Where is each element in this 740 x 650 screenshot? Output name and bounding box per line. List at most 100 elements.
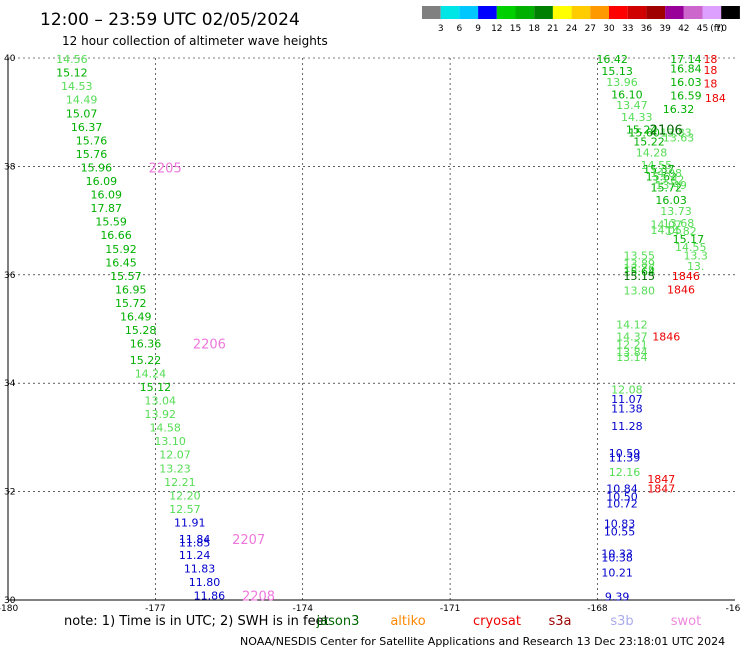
wave-height-label: 12.21 [616, 339, 648, 352]
wave-height-label: 16.37 [71, 121, 103, 134]
wave-height-label: 13.23 [159, 462, 191, 475]
wave-height-label: 10.55 [604, 526, 636, 539]
wave-height-label: 13.3 [683, 249, 708, 262]
wave-height-label: 16.42 [596, 53, 628, 66]
wave-height-label: 15.96 [81, 161, 113, 174]
wave-height-label: 11.83 [184, 563, 216, 576]
wave-height-label: 14.12 [616, 319, 648, 332]
wave-height-label: 12.07 [159, 449, 191, 462]
wave-height-label: 1846 [667, 283, 695, 296]
satellite-label: cryosat [473, 614, 521, 629]
chart-title: 12:00 – 23:59 UTC 02/05/2024 [40, 10, 300, 30]
wave-height-label: 10.84 [606, 482, 638, 495]
wave-height-label: 11.24 [179, 549, 211, 562]
wave-height-label: 12.08 [611, 384, 643, 397]
wave-height-label: 13. [687, 260, 705, 273]
wave-height-label: 16.09 [90, 189, 122, 202]
legend-swatch [440, 6, 460, 19]
wave-height-label: 16.32 [663, 103, 695, 116]
wave-height-label: 15.60 [628, 126, 660, 139]
legend-label: 15 [510, 24, 521, 34]
wave-height-label: 16.36 [130, 338, 162, 351]
legend-label: 42 [678, 24, 689, 34]
wave-height-label: 13.84 [616, 346, 648, 359]
footer-credit: NOAA/NESDIS Center for Satellite Applica… [240, 635, 725, 648]
wave-height-label: 16.95 [115, 283, 147, 296]
wave-height-label: 11.07 [611, 393, 643, 406]
wave-height-label: 13.63 [663, 132, 695, 145]
legend-label: 12 [491, 24, 502, 34]
wave-height-label: 14.05 [650, 224, 682, 237]
wave-height-label: 15.17 [673, 233, 705, 246]
legend-label: 6 [457, 24, 463, 34]
wave-height-label: 12.20 [169, 489, 201, 502]
pass-time-labels: 2205 2206 2207 2208 2106 [149, 124, 683, 605]
legend-label: 30 [603, 24, 615, 34]
satellite-label: altiko [390, 614, 425, 629]
pass-time-label: 2206 [193, 338, 226, 353]
wave-height-label: 14.37 [616, 331, 648, 344]
wave-height-label: 10.33 [601, 547, 633, 560]
wave-height-label: 13.76 [623, 262, 655, 275]
axis-ticks: -180 -177 -174 -171 -168 -16 40 38 36 34 32 30 [0, 54, 740, 614]
legend-label: 3 [438, 24, 444, 34]
wave-height-label: 18 [703, 53, 717, 66]
wave-height-label: 11.80 [189, 576, 221, 589]
pass-time-label: 2205 [149, 161, 182, 176]
wave-height-label: 13.49 [655, 179, 687, 192]
wave-height-label: 1847 [647, 482, 675, 495]
x-tick-label: -174 [293, 604, 314, 614]
legend-label: 70 [715, 24, 727, 34]
y-tick-label: 40 [4, 54, 16, 64]
wave-height-label: 14.24 [135, 367, 167, 380]
legend-swatch [515, 6, 535, 19]
wave-height-label: 10.21 [601, 566, 633, 579]
wave-height-label: 15.13 [601, 65, 633, 78]
legend-swatch [665, 6, 684, 19]
wave-height-label: 14.55 [641, 159, 673, 172]
legend-swatch [590, 6, 609, 19]
legend-swatch [571, 6, 591, 19]
wave-height-label: 15.62 [646, 171, 678, 184]
wave-height-label: 16.84 [670, 62, 702, 75]
wave-height-label: 16.09 [86, 175, 118, 188]
wave-height-label: 10.38 [601, 552, 633, 565]
wave-height-label: 14.07 [650, 218, 682, 231]
wave-height-label: 18 [703, 77, 717, 90]
wave-height-label: 1846 [652, 331, 680, 344]
wave-height-label: 10.50 [606, 490, 638, 503]
wave-height-label: 17.14 [670, 53, 702, 66]
wave-height-label: 13.10 [154, 435, 186, 448]
wave-height-label: 15.07 [66, 107, 98, 120]
legend-label: 33 [622, 24, 633, 34]
pass-time-label: 2207 [232, 533, 265, 548]
wave-height-label: 10.83 [604, 518, 636, 531]
pass-time-label: 2106 [650, 124, 683, 139]
legend-swatch [646, 6, 666, 19]
wave-height-label: 15.24 [626, 124, 658, 137]
wave-height-label: 15.22 [633, 135, 665, 148]
legend-swatch [552, 6, 572, 19]
wave-height-label: 14.49 [66, 94, 98, 107]
wave-height-label: 15.92 [105, 243, 137, 256]
wave-height-label: 13.14 [616, 351, 648, 364]
legend-swatch [534, 6, 553, 19]
legend-swatch [721, 6, 740, 19]
wave-height-label: 11.28 [611, 420, 643, 433]
legend-swatch [478, 6, 497, 19]
wave-height-label: 16.03 [670, 76, 702, 89]
wave-height-label: 14.56 [56, 53, 88, 66]
wave-height-label: 14.28 [636, 146, 668, 159]
satellite-label: s3a [548, 614, 571, 629]
legend-unit: (ft) [710, 24, 724, 34]
legend-swatch [683, 6, 703, 19]
wave-height-label: 184 [705, 92, 726, 105]
wave-height-label: 14.08 [650, 167, 682, 180]
wave-height-label: 15.28 [125, 324, 157, 337]
wave-height-label: 11.91 [174, 516, 206, 529]
wave-height-label: 13.04 [145, 395, 177, 408]
plot-grid [7, 57, 735, 601]
wave-height-label: 14.55 [675, 241, 707, 254]
wave-height-label: 9.39 [605, 591, 630, 604]
